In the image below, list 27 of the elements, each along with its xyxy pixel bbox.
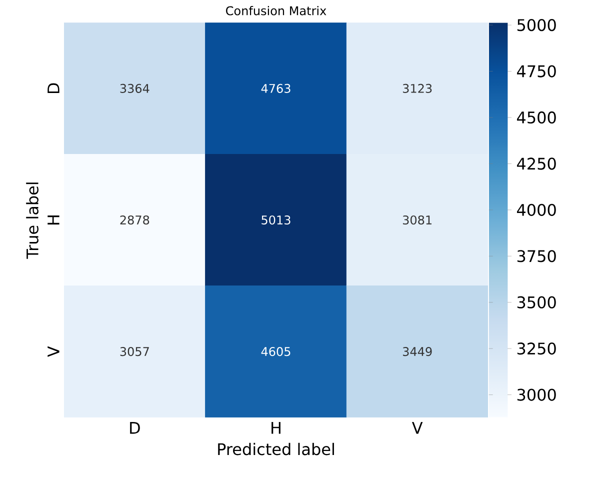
y-tick-label: V xyxy=(48,346,60,357)
color-bar-label: 5000 xyxy=(517,19,556,32)
x-tick-label: D xyxy=(130,422,140,434)
y-axis-title: True label xyxy=(26,182,38,259)
x-tick-label: H xyxy=(272,422,280,434)
y-tick-label: D xyxy=(48,83,60,94)
x-tick-label: V xyxy=(412,422,423,434)
color-bar-label: 3000 xyxy=(517,388,556,401)
x-axis-title: Predicted label xyxy=(218,442,334,456)
y-tick-label: H xyxy=(48,216,60,224)
data-label: 3449 xyxy=(402,347,432,356)
color-bar-label: 3750 xyxy=(517,250,556,262)
chart-title: Confusion Matrix xyxy=(226,6,326,16)
color-bar-label: 4750 xyxy=(517,65,556,78)
data-label: 3081 xyxy=(402,215,432,225)
data-label: 4605 xyxy=(261,347,290,356)
color-bar-label: 3500 xyxy=(517,296,556,308)
data-label: 3364 xyxy=(120,84,150,93)
color-bar-label: 4500 xyxy=(517,111,556,124)
color-bar-label: 4250 xyxy=(517,158,556,170)
color-bar-label: 3250 xyxy=(517,342,556,355)
data-label: 5013 xyxy=(262,215,290,225)
data-label: 4763 xyxy=(261,84,290,93)
color-bar-label: 4000 xyxy=(517,204,556,216)
data-label: 3057 xyxy=(120,347,149,356)
data-label: 2878 xyxy=(120,215,150,225)
data-label: 3123 xyxy=(402,84,432,93)
